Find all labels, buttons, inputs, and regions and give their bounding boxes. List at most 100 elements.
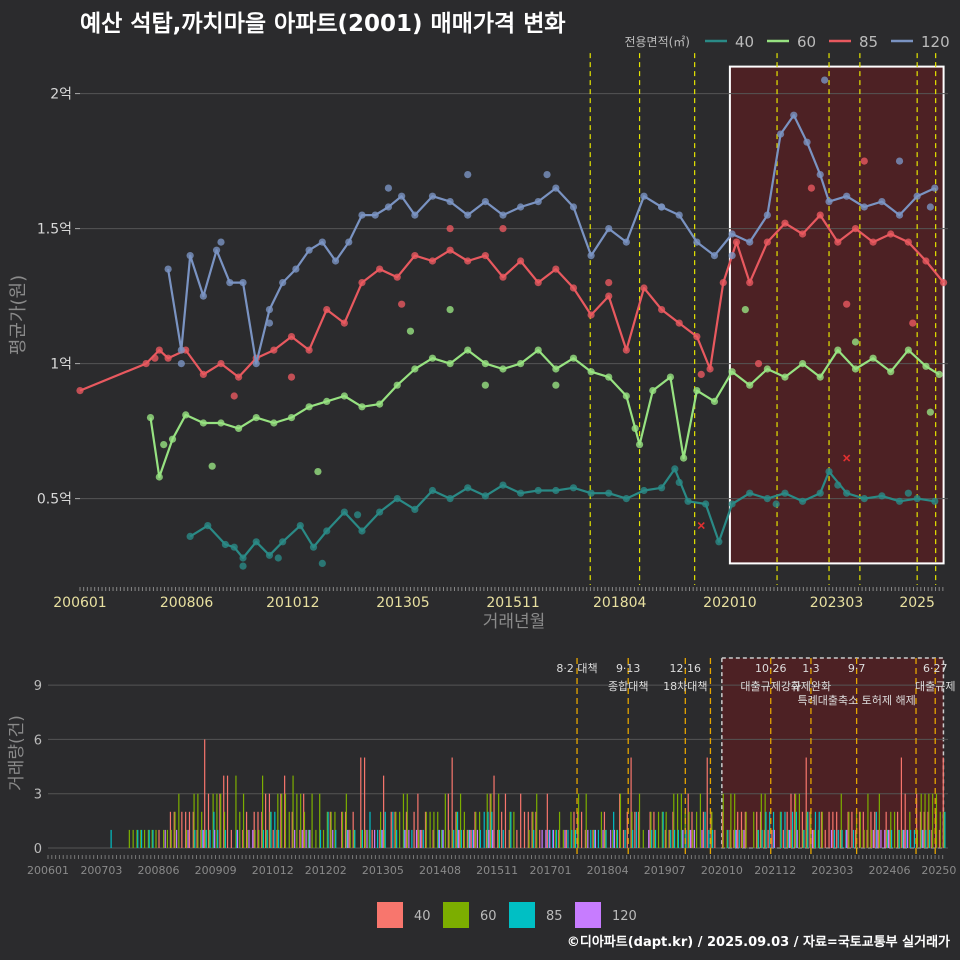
volume-bar-85 bbox=[670, 829, 672, 848]
data-point-85 bbox=[464, 257, 472, 265]
legend-title: 전용면적(㎡) bbox=[624, 35, 690, 49]
volume-x-tick-label: 20250 bbox=[921, 864, 956, 877]
volume-bar-120 bbox=[442, 829, 444, 848]
volume-legend-swatch-85 bbox=[509, 902, 535, 928]
volume-bar-60 bbox=[136, 829, 138, 848]
data-point-40 bbox=[358, 527, 366, 535]
volume-bar-40 bbox=[169, 811, 172, 848]
volume-bar-40 bbox=[474, 811, 476, 848]
data-point-40 bbox=[860, 495, 868, 503]
data-point-120 bbox=[464, 211, 472, 219]
data-point-40 bbox=[517, 489, 525, 497]
volume-bar-40 bbox=[836, 811, 838, 848]
volume-bar-85 bbox=[491, 811, 493, 848]
data-point-40 bbox=[265, 551, 274, 559]
volume-bar-85 bbox=[712, 829, 714, 848]
volume-bar-40 bbox=[664, 829, 666, 848]
volume-bar-40 bbox=[668, 829, 670, 848]
data-point-85 bbox=[569, 284, 578, 292]
data-point-40 bbox=[843, 489, 851, 497]
volume-bar-60 bbox=[143, 829, 146, 848]
volume-bar-85 bbox=[887, 829, 889, 848]
volume-bar-85 bbox=[369, 811, 371, 848]
data-point-120 bbox=[398, 192, 406, 200]
volume-bar-40 bbox=[204, 739, 206, 848]
volume-bar-85 bbox=[616, 829, 619, 848]
volume-bar-60 bbox=[806, 811, 808, 848]
volume-bar-40 bbox=[931, 829, 933, 848]
y-tick-label: 0.5억 bbox=[37, 492, 72, 508]
data-point-60 bbox=[411, 365, 419, 373]
volume-bar-60 bbox=[170, 829, 172, 848]
volume-bar-85 bbox=[875, 811, 877, 848]
volume-bar-60 bbox=[585, 793, 587, 848]
volume-bar-120 bbox=[648, 829, 650, 848]
volume-bar-60 bbox=[197, 793, 199, 848]
volume-bar-40 bbox=[938, 829, 941, 848]
volume-bar-85 bbox=[624, 829, 626, 848]
volume-bar-85 bbox=[498, 829, 501, 848]
volume-bar-60 bbox=[897, 829, 899, 848]
data-point-85 bbox=[358, 279, 366, 287]
data-point-85 bbox=[675, 319, 683, 327]
data-point-60 bbox=[428, 354, 437, 362]
volume-bar-40 bbox=[200, 829, 202, 848]
volume-bar-40 bbox=[923, 811, 925, 848]
volume-bar-120 bbox=[887, 829, 890, 848]
volume-bar-40 bbox=[622, 829, 625, 848]
data-point-60 bbox=[851, 338, 860, 346]
volume-bar-40 bbox=[523, 811, 526, 848]
volume-bar-60 bbox=[558, 811, 561, 848]
volume-bar-120 bbox=[305, 829, 307, 848]
volume-bar-85 bbox=[574, 829, 577, 848]
volume-bar-60 bbox=[406, 793, 408, 848]
volume-bar-85 bbox=[837, 829, 839, 848]
data-point-85 bbox=[843, 300, 851, 308]
volume-bar-60 bbox=[147, 829, 149, 848]
x-tick-label: 201305 bbox=[376, 595, 429, 611]
volume-bar-40 bbox=[219, 793, 221, 848]
volume-bar-60 bbox=[345, 793, 347, 848]
volume-bar-85 bbox=[262, 829, 265, 848]
data-point-120 bbox=[746, 238, 754, 246]
volume-bar-40 bbox=[687, 793, 689, 848]
volume-bar-120 bbox=[366, 829, 368, 848]
volume-bar-120 bbox=[347, 829, 349, 848]
volume-bar-85 bbox=[845, 829, 847, 848]
data-point-40 bbox=[239, 554, 247, 562]
volume-bar-120 bbox=[884, 829, 886, 848]
volume-bar-85 bbox=[140, 829, 143, 848]
data-point-85 bbox=[798, 230, 807, 238]
data-point-40 bbox=[481, 492, 489, 500]
volume-bar-60 bbox=[612, 829, 614, 848]
volume-bar-85 bbox=[689, 829, 691, 848]
volume-bar-60 bbox=[794, 793, 797, 848]
volume-bar-60 bbox=[787, 829, 789, 848]
volume-bar-40 bbox=[805, 757, 807, 848]
volume-bar-60 bbox=[498, 793, 500, 848]
volume-bar-40 bbox=[874, 811, 876, 848]
data-point-40 bbox=[552, 486, 560, 495]
volume-bar-60 bbox=[943, 811, 945, 848]
data-point-120 bbox=[384, 184, 393, 192]
volume-legend-label-120: 120 bbox=[612, 909, 637, 924]
volume-bar-40 bbox=[740, 811, 743, 848]
volume-x-tick-label: 201907 bbox=[644, 864, 686, 877]
data-point-120 bbox=[499, 211, 507, 219]
volume-bar-85 bbox=[201, 829, 204, 848]
data-point-85 bbox=[287, 373, 296, 381]
x-tick-label: 202010 bbox=[703, 595, 756, 611]
volume-bar-85 bbox=[148, 829, 150, 848]
volume-bar-60 bbox=[859, 811, 861, 848]
legend-label-40: 40 bbox=[735, 33, 754, 51]
data-point-40 bbox=[587, 489, 595, 497]
volume-bar-85 bbox=[110, 829, 112, 848]
volume-bar-60 bbox=[688, 811, 690, 848]
volume-bar-85 bbox=[788, 829, 790, 848]
data-point-40 bbox=[702, 500, 710, 508]
volume-bar-85 bbox=[571, 829, 573, 848]
data-point-85 bbox=[587, 311, 595, 319]
data-point-40 bbox=[816, 489, 824, 497]
volume-bar-60 bbox=[360, 829, 363, 848]
data-point-85 bbox=[860, 157, 868, 165]
